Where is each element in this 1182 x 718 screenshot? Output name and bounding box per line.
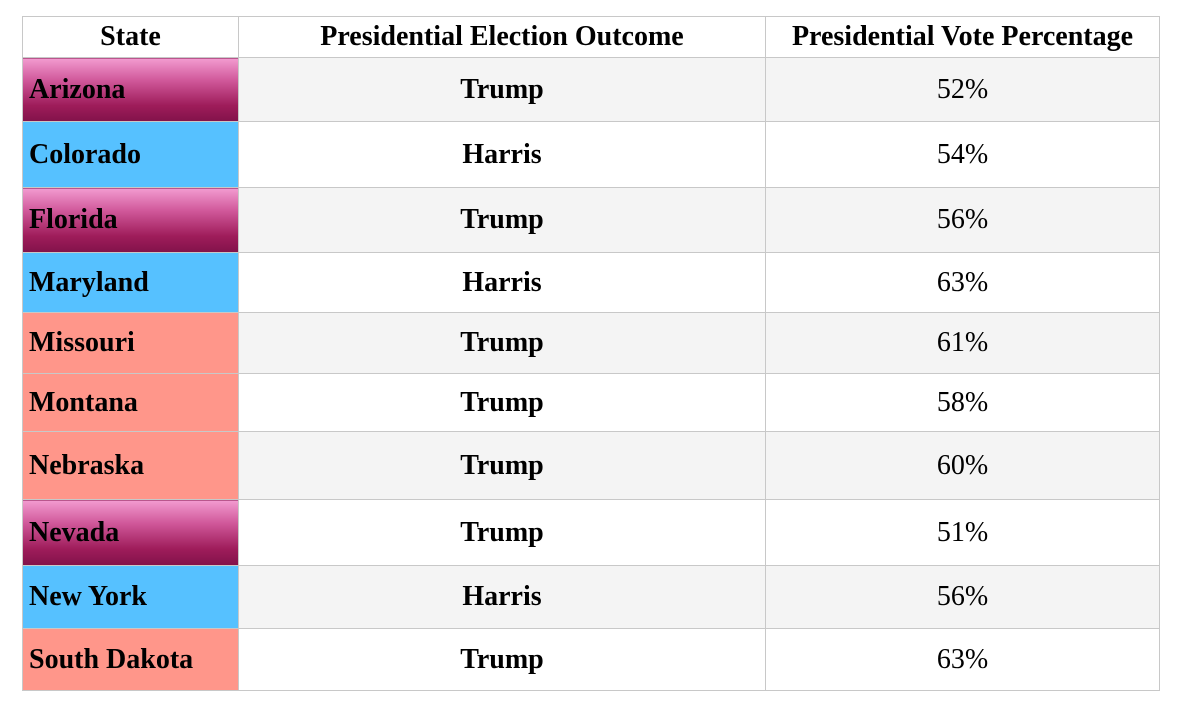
header-state: State <box>22 16 239 58</box>
state-cell: New York <box>22 565 239 629</box>
state-cell: Missouri <box>22 312 239 374</box>
state-cell: Maryland <box>22 252 239 313</box>
state-cell: Nebraska <box>22 431 239 500</box>
header-outcome: Presidential Election Outcome <box>238 16 766 58</box>
state-cell: Arizona <box>22 57 239 122</box>
vote-percentage-cell: 51% <box>765 499 1160 566</box>
outcome-cell: Trump <box>238 373 766 432</box>
table-row: Nebraska Trump 60% <box>22 431 1160 500</box>
table-row: Florida Trump 56% <box>22 187 1160 253</box>
outcome-cell: Harris <box>238 565 766 629</box>
vote-percentage-cell: 52% <box>765 57 1160 122</box>
state-cell: Florida <box>22 187 239 253</box>
table-row: Nevada Trump 51% <box>22 499 1160 566</box>
table-row: Missouri Trump 61% <box>22 312 1160 374</box>
table-row: Montana Trump 58% <box>22 373 1160 432</box>
outcome-cell: Trump <box>238 628 766 691</box>
outcome-cell: Harris <box>238 121 766 188</box>
vote-percentage-cell: 58% <box>765 373 1160 432</box>
state-cell: Nevada <box>22 499 239 566</box>
outcome-cell: Trump <box>238 312 766 374</box>
vote-percentage-cell: 63% <box>765 628 1160 691</box>
header-vote-percentage: Presidential Vote Percentage <box>765 16 1160 58</box>
vote-percentage-cell: 60% <box>765 431 1160 500</box>
vote-percentage-cell: 63% <box>765 252 1160 313</box>
vote-percentage-cell: 54% <box>765 121 1160 188</box>
election-results-table: State Presidential Election Outcome Pres… <box>22 16 1160 691</box>
outcome-cell: Trump <box>238 57 766 122</box>
outcome-cell: Harris <box>238 252 766 313</box>
state-cell: South Dakota <box>22 628 239 691</box>
vote-percentage-cell: 56% <box>765 565 1160 629</box>
table-row: South Dakota Trump 63% <box>22 628 1160 691</box>
table-row: New York Harris 56% <box>22 565 1160 629</box>
outcome-cell: Trump <box>238 499 766 566</box>
vote-percentage-cell: 61% <box>765 312 1160 374</box>
outcome-cell: Trump <box>238 431 766 500</box>
outcome-cell: Trump <box>238 187 766 253</box>
state-cell: Colorado <box>22 121 239 188</box>
table-row: Colorado Harris 54% <box>22 121 1160 188</box>
table-row: Arizona Trump 52% <box>22 57 1160 122</box>
vote-percentage-cell: 56% <box>765 187 1160 253</box>
table-row: Maryland Harris 63% <box>22 252 1160 313</box>
header-row: State Presidential Election Outcome Pres… <box>22 16 1160 58</box>
state-cell: Montana <box>22 373 239 432</box>
